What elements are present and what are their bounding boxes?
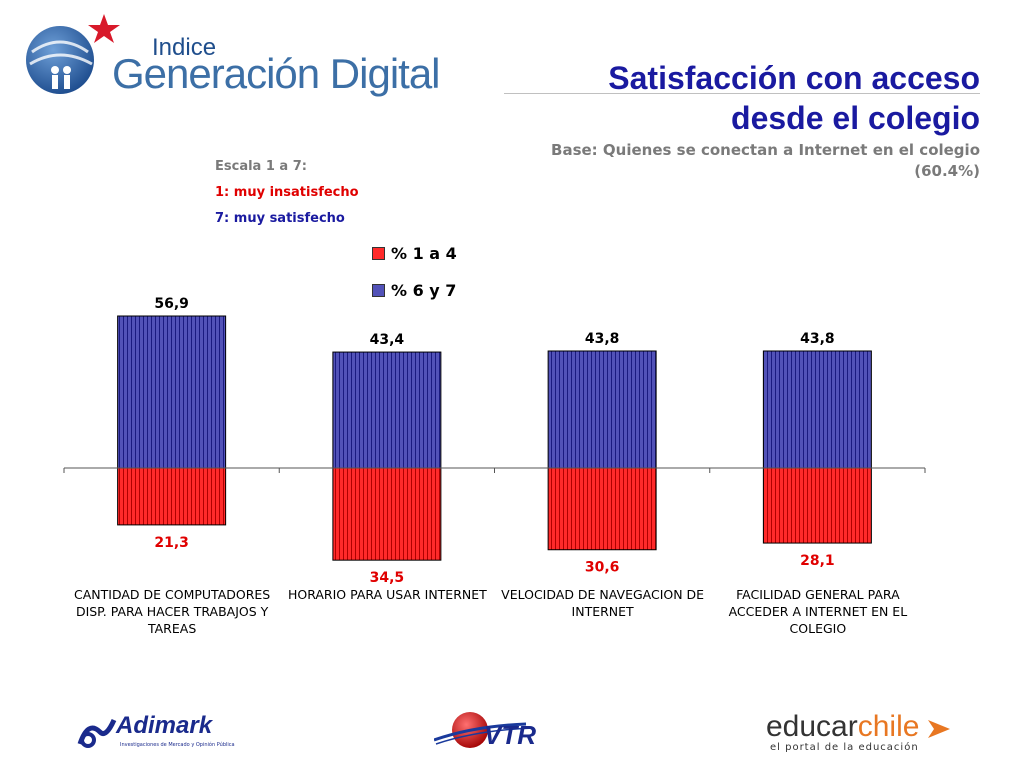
logo-main-text: Generación Digital	[112, 50, 441, 97]
category-label-0: CANTIDAD DE COMPUTADORES DISP. PARA HACER…	[74, 587, 271, 636]
data-label-high-2: 43,8	[585, 331, 620, 347]
data-label-high-0: 56,9	[154, 296, 189, 312]
bar-high-3	[762, 350, 872, 469]
bar-high-2	[547, 350, 657, 469]
vtr-logo: VTR	[433, 706, 558, 756]
legend-swatch-low	[372, 247, 385, 260]
adimark-tagline: Investigaciones de Mercado y Opinión Púb…	[120, 742, 235, 748]
category-label-2: VELOCIDAD DE NAVEGACION DE INTERNET	[501, 587, 705, 619]
category-label-1: HORARIO PARA USAR INTERNET	[287, 587, 487, 602]
bar-low-2	[547, 467, 657, 551]
educarchile-logo: educarchile el portal de la educación	[766, 708, 956, 758]
page-title: Satisfacción con acceso desde el colegio	[608, 60, 980, 136]
legend-item-high: % 6 y 7	[372, 281, 456, 300]
vtr-emblem	[433, 712, 535, 748]
data-label-high-3: 43,8	[800, 331, 835, 347]
bar-low-3	[762, 467, 872, 544]
scale-high-note: 7: muy satisfecho	[215, 211, 345, 226]
data-label-high-1: 43,4	[370, 332, 405, 348]
bar-low-0	[117, 467, 227, 526]
adimark-logo: Adimark Investigaciones de Mercado y Opi…	[76, 712, 235, 752]
legend-label-high: % 6 y 7	[391, 281, 457, 300]
scale-title: Escala 1 a 7:	[215, 159, 307, 174]
data-label-low-2: 30,6	[585, 560, 620, 576]
bar-low-1	[332, 467, 442, 561]
data-label-low-0: 21,3	[154, 535, 189, 551]
indice-logo: Indice Generación Digital	[22, 12, 462, 102]
logo-small-text: Indice	[152, 34, 217, 61]
data-label-low-1: 34,5	[370, 570, 405, 586]
educarchile-arrow-icon	[928, 720, 950, 738]
legend-swatch-high	[372, 284, 385, 297]
educarchile-part-a: educar	[766, 710, 858, 743]
legend-label-low: % 1 a 4	[391, 244, 457, 263]
legend-item-low: % 1 a 4	[372, 244, 457, 263]
educarchile-wordmark: educarchile	[766, 710, 919, 744]
educarchile-tagline: el portal de la educación	[770, 742, 919, 753]
data-label-low-3: 28,1	[800, 553, 835, 569]
category-label-3: FACILIDAD GENERAL PARA ACCEDER A INTERNET…	[728, 587, 908, 636]
page-subtitle: Base: Quienes se conectan a Internet en …	[551, 141, 980, 180]
vtr-name: VTR	[484, 720, 536, 750]
bar-high-1	[332, 351, 442, 469]
bar-high-0	[117, 315, 227, 469]
satisfaction-chart: 56,9 21,3 43,4 34,5 43,8 30,6 43,8 28,1	[63, 296, 926, 586]
educarchile-part-b: chile	[857, 710, 920, 743]
adimark-name: Adimark	[116, 712, 213, 739]
title-divider	[504, 93, 980, 94]
scale-low-note: 1: muy insatisfecho	[215, 185, 359, 200]
adimark-emblem	[77, 718, 117, 748]
indice-logo-emblem	[26, 14, 120, 94]
